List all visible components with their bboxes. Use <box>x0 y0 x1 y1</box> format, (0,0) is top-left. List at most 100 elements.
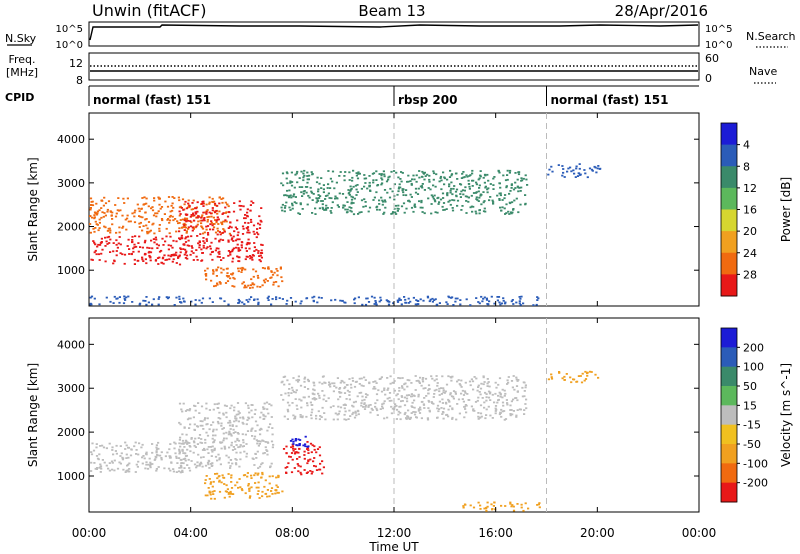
colorbar-swatch <box>721 463 737 484</box>
data-point <box>435 173 438 176</box>
data-point <box>227 433 230 436</box>
data-point <box>157 447 160 450</box>
data-point <box>213 202 217 205</box>
data-point <box>184 248 187 251</box>
data-point <box>256 473 259 476</box>
data-point <box>179 213 182 215</box>
data-point <box>413 413 417 416</box>
data-point <box>357 171 360 174</box>
data-point <box>237 267 240 270</box>
data-point <box>483 207 486 210</box>
data-point <box>133 246 136 248</box>
data-point <box>329 187 332 189</box>
data-point <box>251 282 254 285</box>
data-point <box>250 296 253 298</box>
data-point <box>165 227 168 230</box>
data-point <box>209 253 212 256</box>
data-point <box>364 201 367 203</box>
data-point <box>311 296 314 299</box>
data-point <box>103 225 106 228</box>
data-point <box>511 299 514 301</box>
data-point <box>145 303 148 306</box>
data-point <box>197 453 200 456</box>
data-point <box>285 472 288 474</box>
data-point <box>214 455 218 458</box>
data-point <box>538 506 541 509</box>
data-point <box>234 417 237 420</box>
data-point <box>252 202 255 204</box>
data-point <box>96 212 99 215</box>
data-point <box>465 174 468 177</box>
data-point <box>469 384 472 387</box>
data-point <box>322 398 325 401</box>
data-point <box>326 194 329 197</box>
data-point <box>410 393 413 395</box>
data-point <box>234 239 238 242</box>
data-point <box>226 275 230 278</box>
data-point <box>169 244 173 247</box>
data-point <box>175 251 178 254</box>
data-point <box>402 188 405 191</box>
data-point <box>247 284 250 287</box>
data-point <box>511 386 514 389</box>
data-point <box>396 210 399 212</box>
data-point <box>95 443 98 445</box>
data-point <box>275 281 278 283</box>
data-point <box>343 179 346 182</box>
data-point <box>478 177 481 180</box>
data-point <box>206 494 209 497</box>
data-point <box>532 304 535 306</box>
data-point <box>207 459 210 462</box>
data-point <box>522 381 525 384</box>
data-point <box>184 457 187 460</box>
data-point <box>457 379 460 381</box>
data-point <box>257 222 260 225</box>
data-point <box>367 406 370 408</box>
data-point <box>110 460 114 463</box>
data-point <box>446 193 449 195</box>
data-point <box>395 171 398 174</box>
data-point <box>171 260 174 263</box>
data-point <box>241 233 245 235</box>
data-point <box>95 213 99 216</box>
data-point <box>236 238 239 241</box>
data-point <box>234 484 237 487</box>
data-point <box>242 417 245 420</box>
data-point <box>259 427 262 430</box>
data-point <box>230 226 233 229</box>
data-point <box>309 458 312 461</box>
data-point <box>100 252 103 255</box>
data-point <box>270 404 273 407</box>
data-point <box>510 400 513 403</box>
data-point <box>199 233 202 235</box>
data-point <box>535 303 538 306</box>
data-point <box>306 186 309 188</box>
data-point <box>447 408 450 411</box>
data-point <box>500 209 503 212</box>
data-point <box>213 223 216 225</box>
beam-title: Beam 13 <box>358 2 425 20</box>
data-point <box>333 382 336 385</box>
data-point <box>253 246 256 249</box>
data-point <box>452 187 455 190</box>
data-point <box>318 397 321 399</box>
data-point <box>368 381 371 384</box>
data-point <box>536 296 539 298</box>
data-point <box>158 203 161 206</box>
data-point <box>202 456 205 458</box>
data-point <box>521 386 524 389</box>
data-point <box>251 254 254 256</box>
data-point <box>570 170 573 173</box>
data-point <box>133 215 136 218</box>
data-point <box>442 417 445 420</box>
data-point <box>411 406 414 408</box>
data-point <box>465 195 469 198</box>
data-point <box>486 385 489 387</box>
data-point <box>471 172 474 175</box>
data-point <box>504 194 507 196</box>
data-point <box>200 248 203 251</box>
data-point <box>404 298 407 301</box>
data-point <box>233 406 236 409</box>
data-point <box>402 191 405 194</box>
y-axis-label: Slant Range [km] <box>26 363 40 467</box>
